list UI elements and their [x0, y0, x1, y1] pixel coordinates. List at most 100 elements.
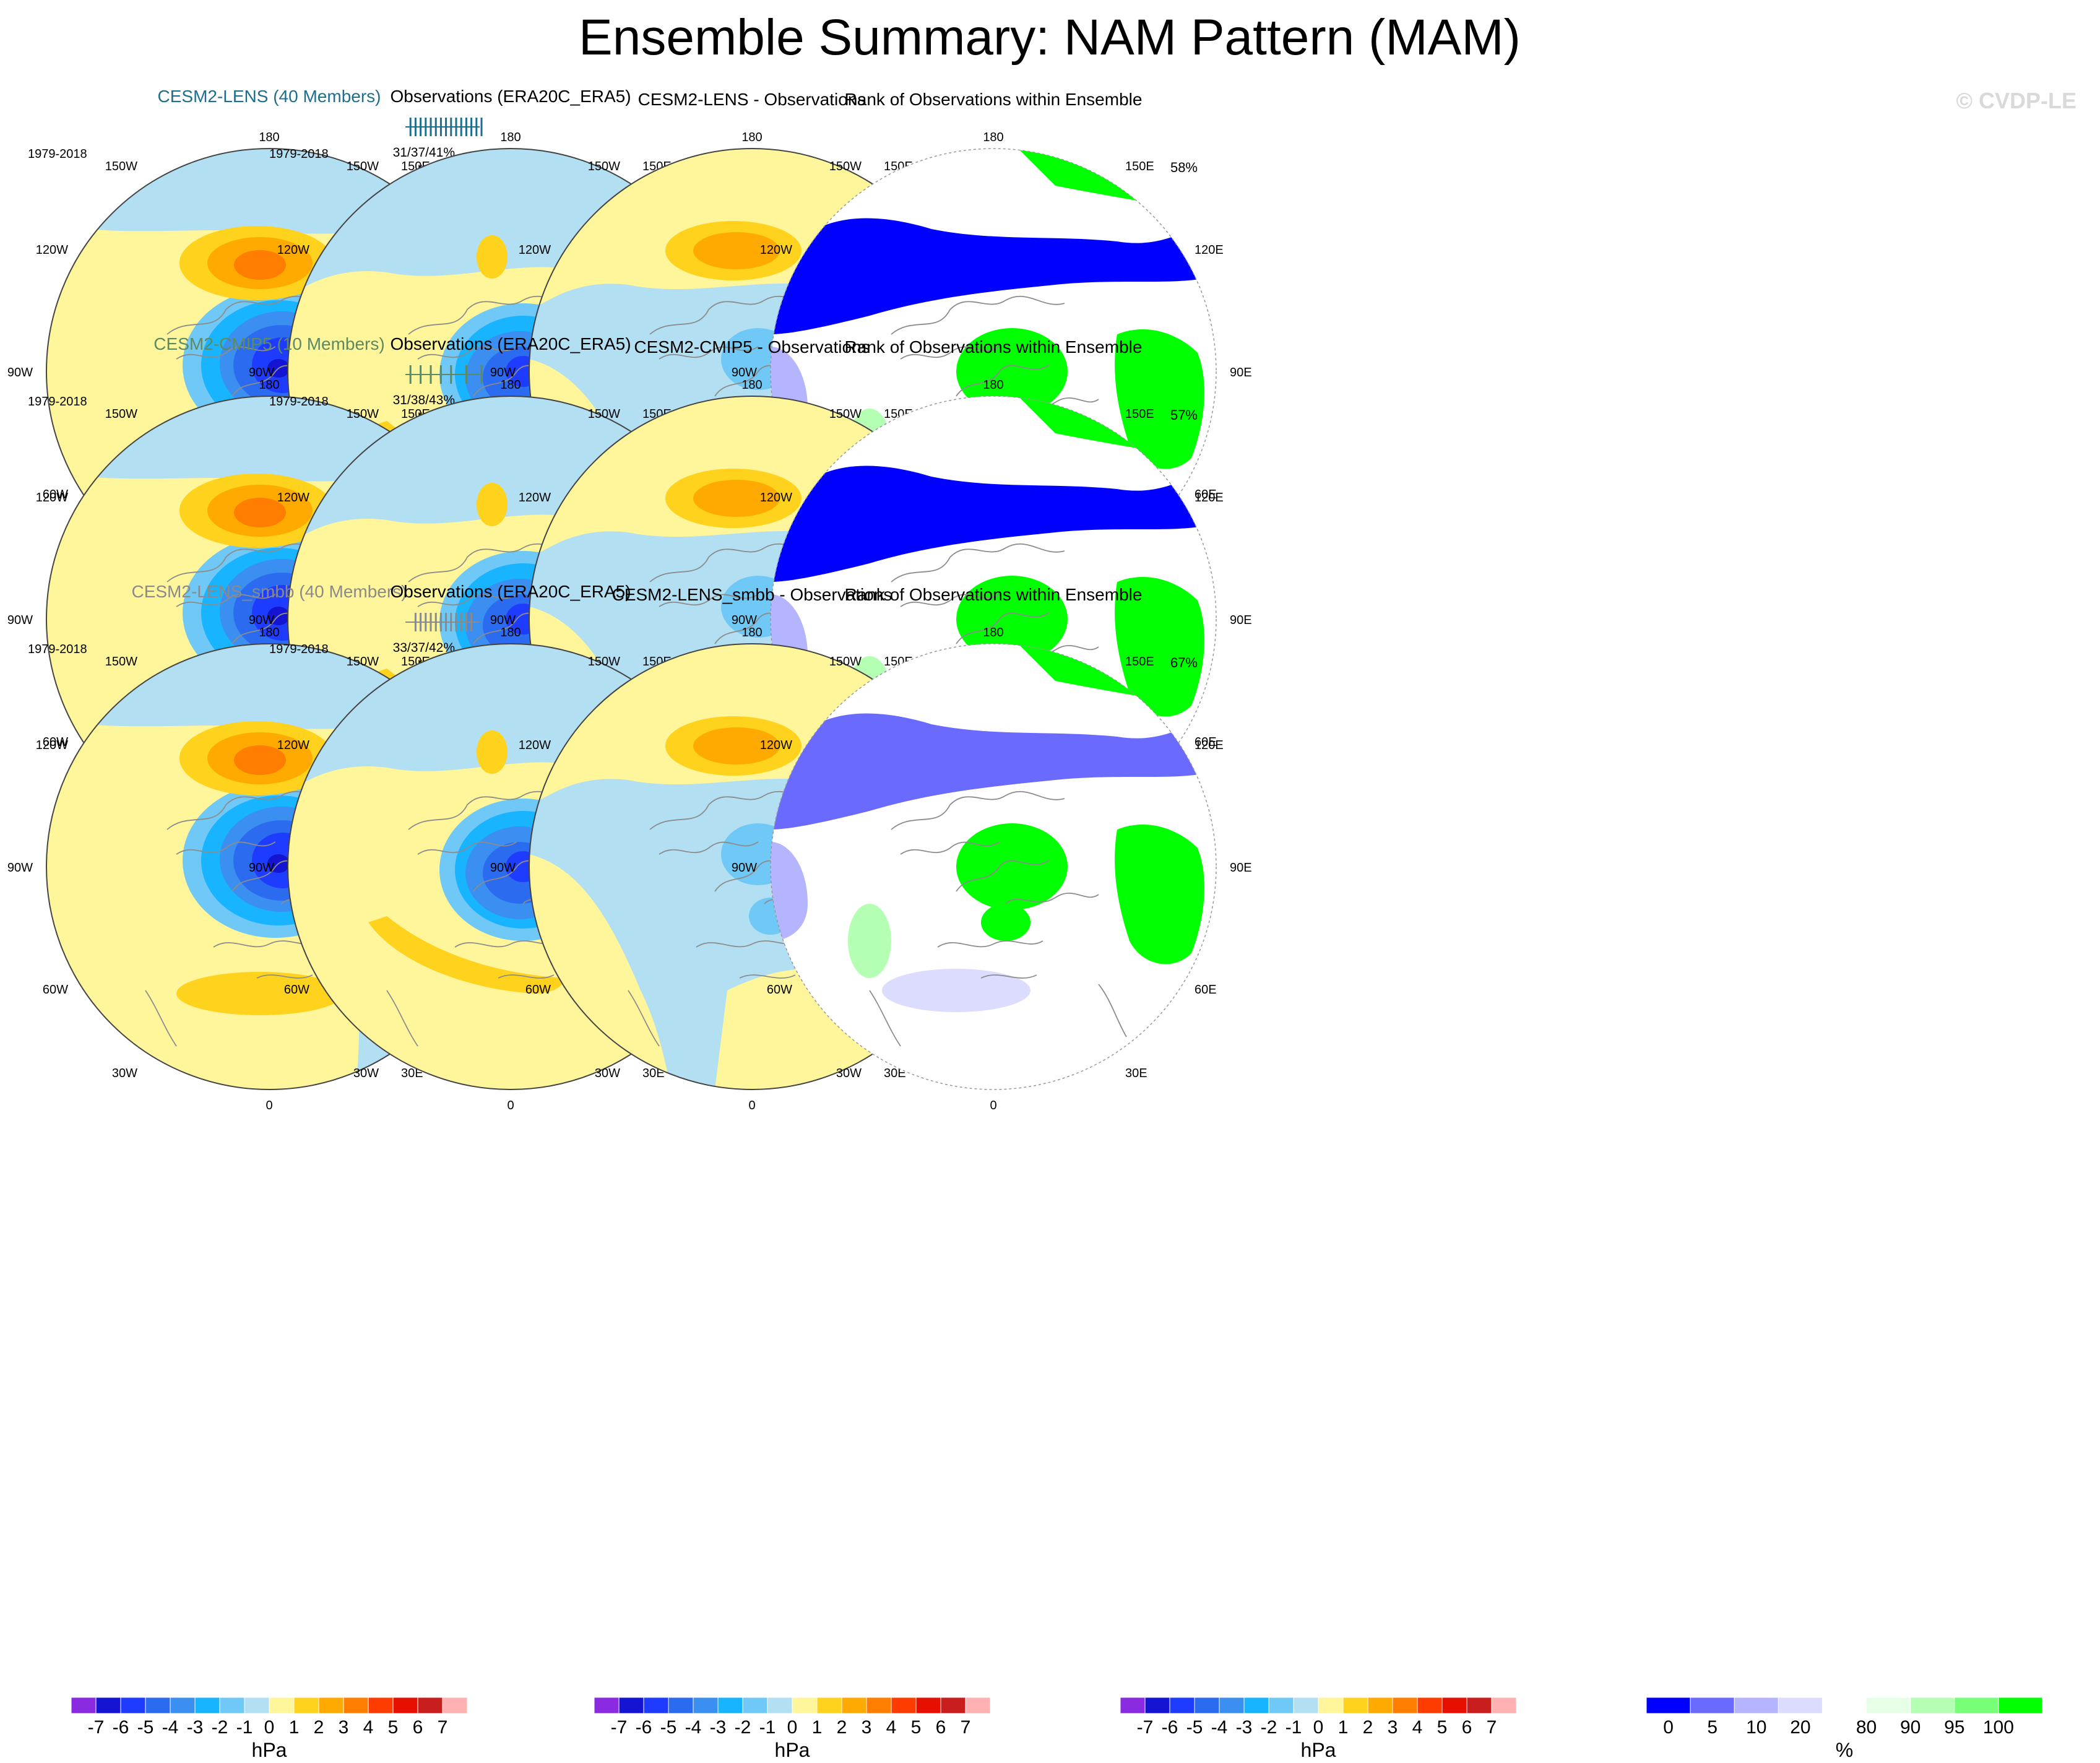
lon-label-left: 90W	[490, 613, 516, 627]
lon-label-upper_left_2: 120W	[36, 491, 68, 505]
colorbar-swatch-6	[1910, 1697, 1955, 1714]
ensemble-spread-strip	[405, 118, 483, 136]
difference-title: CESM2-CMIP5 - Observations	[634, 337, 870, 357]
lon-label-upper_left_1: 150W	[588, 407, 620, 421]
colorbar-tick-9: 2	[1363, 1717, 1373, 1738]
colorbar-swatch-0	[71, 1697, 97, 1714]
colorbar-tick-4: 80	[1856, 1717, 1877, 1738]
lon-label-lower_right_2: 30E	[642, 1067, 665, 1080]
lon-label-lower_right_2: 30E	[884, 1067, 906, 1080]
colorbar-swatch-5	[717, 1697, 743, 1714]
lon-label-top: 180	[983, 378, 1003, 392]
colorbar-tick-13: 6	[936, 1717, 946, 1738]
high-rank-centre	[956, 576, 1068, 662]
coastline-1	[900, 841, 1000, 855]
lon-label-bottom: 0	[990, 1099, 996, 1112]
colorbar-tick-5: -2	[212, 1717, 228, 1738]
lon-label-upper_right_2: 120E	[1195, 739, 1224, 752]
atlantic-high-arc	[368, 916, 564, 994]
lon-label-right: 90E	[1230, 613, 1252, 627]
colorbar-tick-12: 5	[911, 1717, 922, 1738]
coastline-1	[176, 841, 276, 855]
high-rank-centre	[956, 328, 1068, 415]
colorbar-swatch-11	[1392, 1697, 1418, 1714]
colorbar-tick-8: 1	[812, 1717, 823, 1738]
rank-area-pct: 67%	[1170, 655, 1198, 670]
lon-label-upper_left_1: 150W	[105, 160, 137, 173]
colorbar-tick-13: 6	[1462, 1717, 1472, 1738]
map-border	[770, 643, 1217, 1090]
colorbar-unit: hPa	[1301, 1739, 1336, 1761]
colorbar-tick-6: -1	[1285, 1717, 1302, 1738]
coastline-1	[417, 346, 517, 360]
diff-high-2	[693, 232, 780, 269]
lon-label-upper_right_1: 150E	[1125, 160, 1154, 173]
lon-label-upper_left_2: 120W	[36, 243, 68, 257]
period-label: 1979-2018	[28, 395, 87, 409]
coastline-5	[739, 974, 796, 979]
colorbar-tick-5: -2	[1261, 1717, 1277, 1738]
colorbar-tick-5: 90	[1900, 1717, 1921, 1738]
colorbar-tick-4: -3	[710, 1717, 727, 1738]
colorbar-tick-3: -4	[685, 1717, 702, 1738]
variance-stats: 33/37/42%	[393, 641, 455, 655]
lon-label-upper_right_2: 120E	[1195, 491, 1224, 505]
lon-label-upper_right_1: 150E	[1125, 655, 1154, 669]
lon-label-bottom: 0	[266, 1099, 272, 1112]
colorbar-swatch-1	[1690, 1697, 1735, 1714]
colorbar-swatch-9	[816, 1697, 842, 1714]
colorbar-swatch-7	[767, 1697, 793, 1714]
colorbar-tick-8: 1	[1338, 1717, 1349, 1738]
mid-rank-patch	[848, 904, 891, 978]
lon-label-top: 180	[259, 626, 279, 639]
lon-label-right: 90E	[1230, 861, 1252, 875]
observation-title: Observations (ERA20C_ERA5)	[390, 582, 631, 601]
colorbar-tick-1: -6	[636, 1717, 652, 1738]
coastline-1	[659, 346, 759, 360]
colorbar-tick-10: 3	[339, 1717, 349, 1738]
small-high	[477, 483, 508, 526]
colorbar-tick-12: 5	[388, 1717, 399, 1738]
lon-label-upper_left_2: 120W	[760, 739, 792, 752]
lon-label-lower_left_2: 30W	[836, 1067, 862, 1080]
lon-label-upper_left_2: 120W	[519, 739, 551, 752]
coastline-0	[891, 791, 1065, 830]
lon-label-left: 90W	[249, 861, 274, 875]
colorbar-swatch-8	[269, 1697, 295, 1714]
rank-area-pct: 57%	[1170, 407, 1198, 423]
colorbar-swatch-4	[693, 1697, 719, 1714]
colorbar-swatch-11	[343, 1697, 369, 1714]
period-label: 1979-2018	[28, 147, 87, 161]
lon-label-lower_left_1: 60W	[767, 983, 792, 997]
lon-label-upper_right_2: 120E	[1195, 243, 1224, 257]
colorbar-tick-7: 0	[264, 1717, 275, 1738]
lon-label-top: 180	[500, 378, 521, 392]
colorbar-rank: 0 5 10 20 80 90 95 100%	[1646, 1697, 2043, 1761]
colorbar-tick-9: 2	[314, 1717, 324, 1738]
lon-label-upper_right_1: 150E	[1125, 407, 1154, 421]
colorbar-tick-2: -5	[137, 1717, 154, 1738]
rank-title: Rank of Observations within Ensemble	[845, 90, 1143, 109]
coastline-5	[256, 974, 313, 979]
coastline-5	[498, 974, 555, 979]
colorbar-swatch-9	[293, 1697, 319, 1714]
colorbar-swatch-3	[668, 1697, 694, 1714]
coastline-2	[956, 860, 1050, 892]
low-rank-west	[771, 842, 808, 941]
colorbar-swatch-1	[1144, 1697, 1170, 1714]
colorbar-swatch-5	[1866, 1697, 1911, 1714]
difference-title: CESM2-LENS - Observations	[638, 90, 866, 109]
model-title: CESM2-LENS_smbb (40 Members)	[131, 582, 407, 601]
rank-title: Rank of Observations within Ensemble	[845, 337, 1143, 357]
variance-stats: 31/37/41%	[393, 145, 455, 160]
colorbar-swatch-14	[940, 1697, 966, 1714]
colorbar-tick-0: -7	[1137, 1717, 1154, 1738]
colorbar-swatch-13	[915, 1697, 941, 1714]
high-rank-centre	[956, 823, 1068, 910]
observation-title: Observations (ERA20C_ERA5)	[390, 334, 631, 353]
high-rank-east	[1115, 329, 1204, 469]
colorbar-swatch-2	[1734, 1697, 1779, 1714]
lon-label-lower_left_2: 30W	[353, 1067, 379, 1080]
colorbar-tick-7: 0	[1313, 1717, 1324, 1738]
